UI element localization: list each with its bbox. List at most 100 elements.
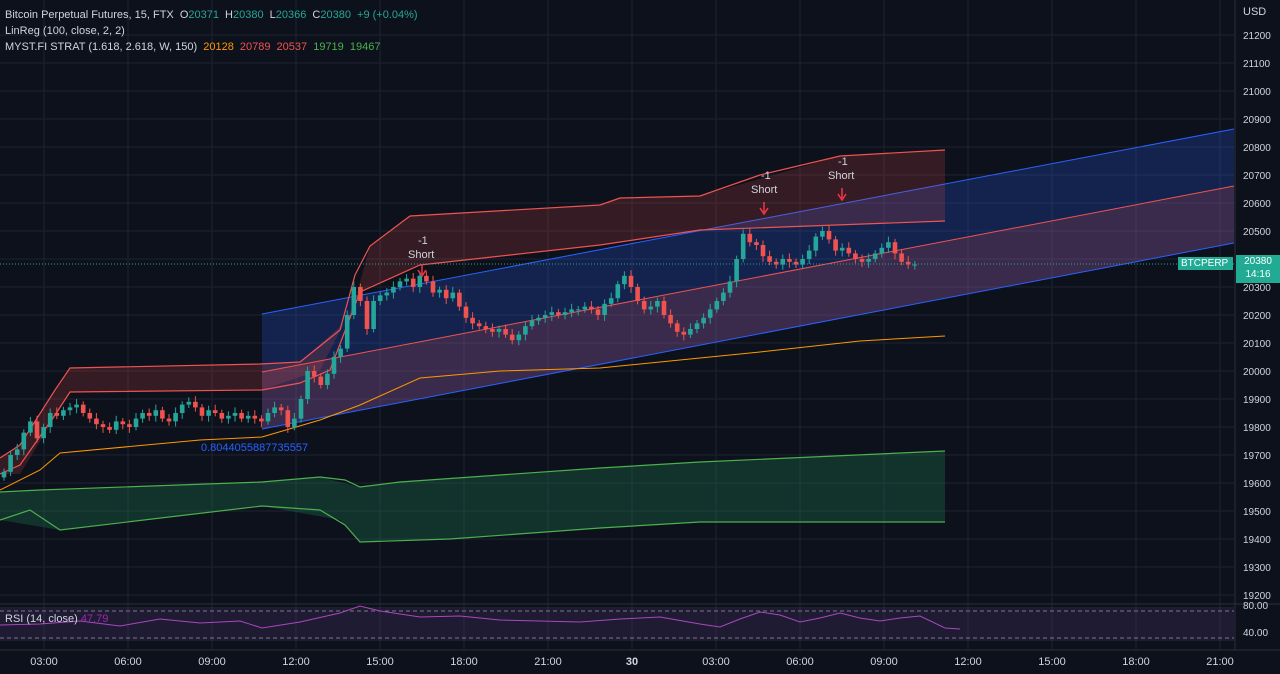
- time-axis-label: 12:00: [954, 656, 982, 668]
- candle: [67, 402, 73, 416]
- candle: [173, 407, 178, 427]
- time-axis-label: 12:00: [282, 656, 310, 668]
- candle: [457, 289, 462, 311]
- price-axis-label: 20100: [1243, 339, 1271, 350]
- candle: [371, 295, 376, 333]
- bar-countdown: 14:16: [1245, 269, 1271, 280]
- rsi-value: 47.79: [80, 613, 109, 625]
- candle: [424, 271, 429, 285]
- candle: [311, 365, 317, 383]
- candle: [569, 303, 574, 318]
- signal-qty: -1: [418, 235, 428, 247]
- candle: [74, 399, 79, 414]
- high-label: H20380: [225, 9, 264, 21]
- candle: [292, 413, 297, 431]
- time-axis-label: 03:00: [702, 656, 730, 668]
- candle: [773, 258, 779, 269]
- candle: [536, 314, 541, 325]
- candle: [153, 404, 159, 422]
- candle: [787, 253, 792, 268]
- myst-title: MYST.FI STRAT (1.618, 2.618, W, 150): [5, 41, 198, 53]
- candle: [806, 245, 812, 265]
- currency-label: USD: [1243, 6, 1267, 18]
- price-axis-label: 20800: [1243, 143, 1271, 154]
- resistance-band-fill: [0, 150, 945, 474]
- candle: [853, 250, 858, 264]
- time-axis-label: 03:00: [30, 656, 58, 668]
- candle: [186, 397, 192, 408]
- candle: [100, 420, 106, 433]
- signal-short-2: -1 Short: [751, 170, 777, 216]
- candle: [503, 324, 508, 338]
- candle: [872, 250, 878, 263]
- candle: [272, 401, 277, 418]
- candle: [94, 413, 99, 430]
- candle: [509, 329, 515, 345]
- candle: [813, 233, 819, 257]
- signal-short-3: -1 Short: [828, 156, 854, 202]
- price-axis-label: 20300: [1243, 283, 1271, 294]
- candle: [252, 410, 258, 424]
- rsi-axis-40: 40.00: [1243, 628, 1268, 639]
- candle: [747, 228, 753, 247]
- candle: [542, 310, 548, 323]
- candle: [384, 288, 390, 301]
- time-axis-label: 09:00: [198, 656, 226, 668]
- price-axis-label: 21000: [1243, 87, 1271, 98]
- candle: [595, 306, 601, 321]
- candle: [265, 408, 271, 425]
- candle: [707, 303, 713, 324]
- candle: [47, 408, 53, 433]
- price-axis-label: 20900: [1243, 115, 1271, 126]
- candle: [133, 413, 139, 431]
- linreg-legend[interactable]: LinReg (100, close, 2, 2): [5, 25, 125, 37]
- myst-legend[interactable]: MYST.FI STRAT (1.618, 2.618, W, 150) 201…: [5, 41, 383, 53]
- candle: [245, 411, 251, 423]
- myst-value-2: 20789: [239, 41, 271, 53]
- candle: [556, 308, 561, 319]
- candle: [377, 292, 383, 306]
- candle: [615, 280, 621, 303]
- rsi-legend[interactable]: RSI (14, close) 47.79: [5, 613, 108, 625]
- time-axis-label: 15:00: [1038, 656, 1066, 668]
- candle: [892, 238, 898, 260]
- candle: [800, 254, 805, 269]
- candle: [483, 321, 489, 334]
- candle: [397, 278, 403, 291]
- candle: [866, 253, 871, 268]
- signal-label: Short: [751, 184, 777, 196]
- candle: [714, 297, 720, 313]
- candle: [351, 281, 357, 320]
- candle: [450, 287, 456, 302]
- symbol-legend[interactable]: Bitcoin Perpetual Futures, 15, FTX O2037…: [5, 9, 421, 21]
- candle: [476, 320, 482, 330]
- price-axis-label: 20000: [1243, 367, 1271, 378]
- candle: [826, 225, 832, 244]
- candle: [833, 236, 838, 256]
- candle: [146, 408, 152, 421]
- support-upper-line: [0, 450, 946, 493]
- candle: [120, 418, 126, 430]
- candle: [443, 285, 449, 305]
- candle: [338, 345, 343, 363]
- change-label: +9 (+0.04%): [357, 9, 418, 21]
- linreg-channel-lower-fill: [262, 186, 1234, 429]
- time-axis-label: 09:00: [870, 656, 898, 668]
- candle: [140, 409, 145, 423]
- linreg-lower-line: [261, 242, 1235, 430]
- candle: [820, 226, 825, 240]
- candle: [166, 414, 172, 426]
- candle: [648, 301, 654, 315]
- candle: [463, 302, 469, 323]
- price-axis-label: 20200: [1243, 311, 1271, 322]
- time-axis-label: 21:00: [1206, 656, 1234, 668]
- myst-value-5: 19467: [349, 41, 381, 53]
- candle: [859, 254, 865, 267]
- candle: [734, 255, 739, 288]
- low-label: L20366: [269, 9, 307, 21]
- price-axis-label: 19900: [1243, 395, 1271, 406]
- linreg-mid-line: [261, 185, 1235, 373]
- price-axis-label: 19400: [1243, 535, 1271, 546]
- candle: [34, 415, 40, 443]
